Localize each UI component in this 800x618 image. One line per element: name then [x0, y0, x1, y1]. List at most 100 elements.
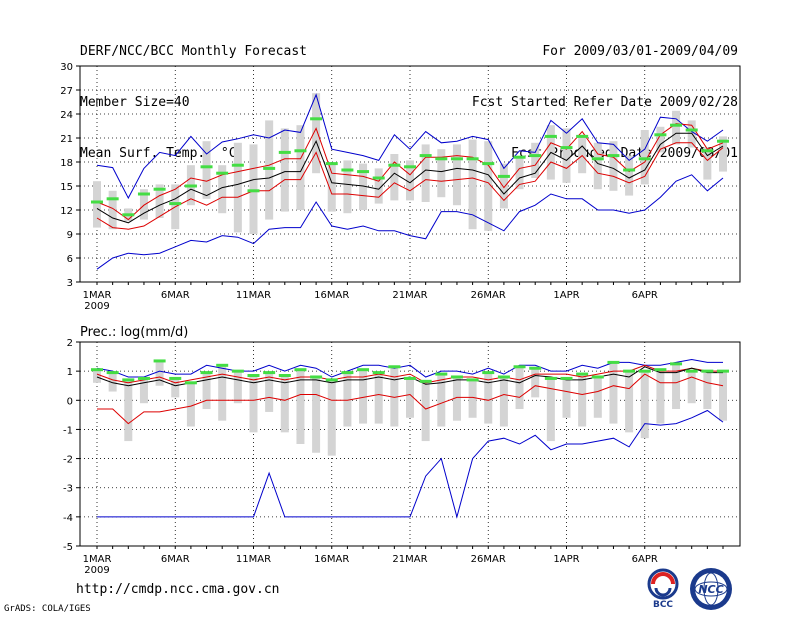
bcc-logo-icon: BCC — [647, 568, 679, 610]
temp-member-box — [312, 93, 321, 174]
temp-member-box — [437, 149, 446, 198]
prec-ytick-label: 0 — [67, 396, 73, 407]
temp-member-box — [484, 141, 493, 231]
prec-member-box — [155, 360, 164, 386]
prec-member-box — [233, 371, 242, 404]
temp-member-marker — [263, 166, 276, 170]
temp-member-marker — [91, 200, 103, 204]
prec-member-box — [656, 369, 665, 424]
prec-member-box — [703, 371, 712, 410]
temp-member-box — [609, 141, 618, 191]
temp-year-label: 2009 — [84, 301, 109, 312]
prec-member-marker — [717, 369, 729, 373]
prec-member-box — [343, 372, 352, 427]
temp-ytick-label: 21 — [60, 134, 73, 145]
prec-member-marker — [106, 371, 119, 375]
temp-member-marker — [372, 176, 385, 180]
prec-member-marker — [450, 375, 463, 379]
temp-member-box — [265, 120, 274, 220]
temp-member-box — [640, 130, 649, 185]
temp-member-marker — [466, 157, 479, 161]
prec-member-box — [452, 376, 461, 421]
prec-xtick-label: 16MAR — [314, 554, 349, 565]
variable-label: Mean Surf. Temp.: °C — [80, 146, 237, 161]
temp-ytick-label: 30 — [60, 62, 73, 73]
prec-member-marker — [169, 376, 182, 380]
temp-member-box — [390, 154, 399, 201]
forecast-period: For 2009/03/01-2009/04/09 — [542, 44, 738, 59]
prec-member-box — [437, 374, 446, 427]
prec-member-marker — [435, 372, 448, 376]
prec-ytick-label: -5 — [63, 542, 73, 553]
prec-series-lower — [97, 373, 724, 425]
prec-member-marker — [216, 363, 229, 367]
prec-member-box — [546, 378, 555, 442]
temp-member-box — [280, 128, 289, 212]
temp-member-box — [327, 163, 336, 212]
prec-member-marker — [372, 371, 385, 375]
prec-member-marker — [497, 375, 510, 379]
temp-member-marker — [482, 162, 495, 166]
prec-member-box — [218, 365, 227, 421]
temp-member-box — [155, 184, 164, 218]
source-url[interactable]: http://cmdp.ncc.cma.gov.cn — [76, 582, 280, 597]
temp-member-marker — [294, 149, 307, 153]
temp-member-marker — [341, 168, 354, 172]
prec-member-box — [468, 379, 477, 418]
prec-xtick-label: 1MAR — [83, 554, 112, 565]
temp-member-marker — [404, 165, 416, 169]
temp-member-marker — [717, 139, 729, 143]
temp-member-marker — [638, 157, 651, 161]
prec-member-box — [93, 369, 101, 383]
temp-member-box — [625, 155, 634, 196]
prec-member-marker — [294, 368, 307, 372]
temp-member-box — [343, 160, 352, 214]
temp-member-box — [499, 163, 508, 209]
temp-member-marker — [529, 154, 542, 158]
prec-ytick-label: 2 — [67, 338, 73, 349]
prec-member-box — [171, 378, 180, 398]
temp-ytick-label: 27 — [60, 86, 73, 97]
temp-member-marker — [591, 157, 604, 161]
prec-member-box — [672, 363, 681, 410]
temp-member-marker — [576, 134, 589, 138]
temp-member-marker — [169, 202, 182, 206]
temp-member-box — [374, 168, 383, 204]
temp-xtick-label: 6MAR — [161, 290, 190, 301]
temp-member-marker — [278, 150, 291, 154]
prec-member-marker — [357, 368, 370, 372]
prec-member-box — [186, 382, 195, 427]
temp-member-box — [249, 144, 258, 234]
temp-member-marker — [357, 170, 370, 174]
temp-member-marker — [544, 134, 557, 138]
temperature-panel: 3 6 9 12 15 18 21 24 27 30 1MAR 6MAR 11MAR 16MAR 21MAR… — [60, 62, 741, 312]
prec-xtick-label: 6MAR — [161, 554, 190, 565]
prec-member-box — [312, 376, 321, 453]
prec-member-marker — [184, 381, 197, 385]
temp-member-box — [593, 142, 602, 190]
temp-xtick-label: 6APR — [632, 290, 658, 301]
temp-member-box — [656, 126, 665, 153]
prec-member-box — [374, 372, 383, 424]
temp-ytick-label: 6 — [67, 254, 73, 265]
prec-member-marker — [404, 376, 416, 380]
prec-member-marker — [247, 374, 260, 378]
prec-member-box — [609, 362, 618, 424]
temp-member-marker — [153, 187, 166, 191]
temp-member-box — [406, 160, 414, 201]
prec-member-marker — [544, 376, 557, 380]
prec-member-box — [108, 372, 117, 392]
temp-member-marker — [231, 163, 244, 167]
prec-member-marker — [482, 371, 495, 375]
prec-ytick-label: 1 — [67, 367, 73, 378]
temp-member-box — [562, 128, 571, 183]
prec-member-box — [139, 378, 148, 404]
prec-member-marker — [200, 371, 213, 375]
prec-member-box — [484, 372, 493, 424]
temp-member-marker — [513, 155, 526, 159]
prec-member-box — [499, 376, 508, 427]
prec-member-box — [515, 366, 524, 410]
prec-member-marker — [701, 369, 714, 373]
chart-title: DERF/NCC/BCC Monthly Forecast — [80, 44, 307, 59]
forecast-started-date: Fcst Started Refer Date 2009/02/28 — [471, 95, 738, 110]
